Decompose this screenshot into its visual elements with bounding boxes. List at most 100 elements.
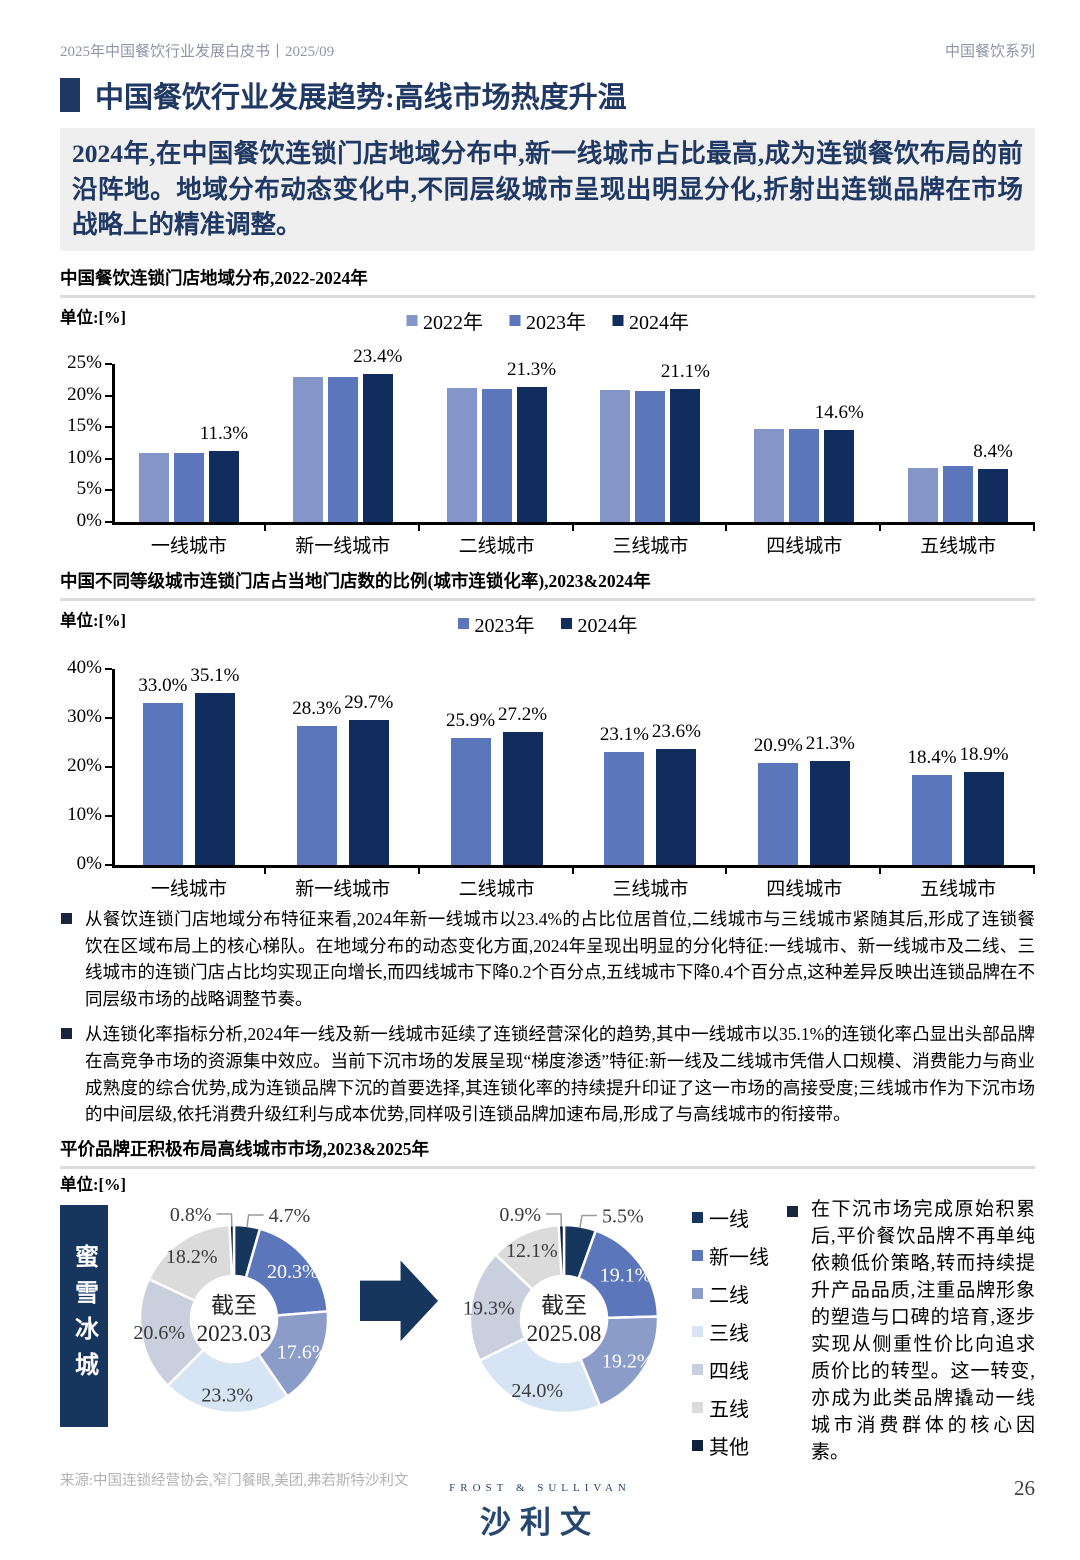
page-title: 中国餐饮行业发展趋势:高线市场热度升温 (95, 82, 627, 114)
bar-value-label: 21.3% (507, 359, 557, 381)
intro-highlight-box: 2024年,在中国餐饮连锁门店地域分布中,新一线城市占比最高,成为连锁餐饮布局的… (60, 128, 1035, 252)
donut-svg: 5.5% 19.1% 19.2% 24.0% 19.3% 12.1% 0.9% 截至 2025.… (463, 1204, 660, 1415)
y-tick-mark (105, 668, 112, 671)
bar-2024年-三线城市 (656, 749, 697, 866)
bar-2024年-四线城市 (824, 429, 855, 523)
donut-section: 平价品牌正积极布局高线城市市场,2023&2025年 单位:[%] 蜜雪冰城 4… (60, 1136, 1035, 1467)
donut-label: 23.3% (201, 1385, 253, 1407)
x-tick-mark (417, 865, 420, 875)
bullet-square-icon (787, 1205, 798, 1217)
chart2-bar-chart: 0% 10% 20% 30% 40% 一线城市 33.0% 35.1% 新一线城市 28.3% 29… (60, 637, 1035, 900)
donut-slice-三线 (478, 1336, 602, 1415)
bar-2024年-三线城市 (670, 388, 701, 523)
legend-swatch (612, 315, 623, 327)
legend-label: 2022年 (423, 312, 483, 335)
y-tick-mark (105, 717, 112, 720)
chart2-section: 中国不同等级城市连锁门店占当地门店数的比例(城市连锁化率),2023&2024年… (60, 568, 1035, 900)
donut-leader-line (546, 1213, 563, 1226)
x-category-label: 五线城市 (920, 879, 997, 901)
donut-section-title: 平价品牌正积极布局高线城市市场,2023&2025年 (60, 1138, 429, 1159)
y-tick-mark (105, 363, 112, 366)
y-tick-label: 20% (67, 755, 102, 777)
x-category-label: 新一线城市 (295, 536, 391, 558)
donut-label: 17.6% (277, 1341, 329, 1363)
bar-2022年-五线城市 (908, 467, 939, 523)
y-tick-mark (105, 864, 112, 867)
donut-label: 5.5% (602, 1205, 644, 1227)
donut-unit-row: 单位:[%] (60, 1171, 1035, 1195)
donut-chart-2023: 4.7% 20.3% 17.6% 23.3% 20.6% 18.2% 0.8% 截至 2023.… (114, 1195, 354, 1467)
bar-value-label: 21.1% (660, 360, 710, 382)
donut-slice-新一线 (244, 1227, 329, 1317)
donut-label: 19.1% (600, 1264, 652, 1286)
bullet-square-icon (61, 1028, 72, 1040)
x-tick-mark (725, 865, 728, 875)
donut-label: 18.2% (166, 1246, 218, 1268)
donut-svg: 4.7% 20.3% 17.6% 23.3% 20.6% 18.2% 0.8% 截至 2023.… (133, 1204, 330, 1415)
donut-unit-label: 单位:[%] (60, 1174, 126, 1194)
x-axis-line (112, 865, 1035, 868)
divider-line (60, 295, 1035, 299)
donut-legend: 一线 新一线 二线 三线 四线 五线 其他 (692, 1203, 778, 1467)
divider-line (60, 598, 1035, 602)
legend-item: 2024年 (560, 609, 638, 638)
bar-2023年-三线城市 (604, 751, 645, 866)
donut-label: 0.9% (499, 1204, 541, 1226)
y-tick-mark (105, 394, 112, 397)
page-header: 2025年中国餐饮行业发展白皮书丨2025/09 中国餐饮系列 (60, 40, 1035, 61)
bar-2024年-二线城市 (502, 731, 543, 866)
x-tick-mark (725, 522, 728, 532)
bullet-item: 从连锁化率指标分析,2024年一线及新一线城市延续了连锁经营深化的趋势,其中一线… (60, 1021, 1035, 1127)
x-tick-mark (263, 522, 266, 532)
legend-label: 二线 (709, 1284, 749, 1307)
y-tick-label: 10% (67, 804, 102, 826)
bar-value-label: 25.9% (446, 710, 496, 732)
x-category-label: 四线城市 (766, 536, 843, 558)
donut-slice-四线 (138, 1277, 205, 1387)
bar-2022年-新一线城市 (292, 376, 323, 523)
legend-item: 2023年 (457, 609, 535, 638)
bar-2023年-新一线城市 (296, 726, 337, 866)
bullet-text: 从餐饮连锁门店地域分布特征来看,2024年新一线城市以23.4%的占比位居首位,… (85, 909, 1035, 1009)
bar-2022年-四线城市 (754, 428, 785, 523)
donut-leader-line (579, 1214, 598, 1228)
x-tick-mark (879, 522, 882, 532)
legend-swatch (692, 1211, 703, 1223)
x-category-label: 四线城市 (766, 879, 843, 901)
legend-item: 2022年 (406, 306, 483, 335)
bar-value-label: 35.1% (190, 665, 240, 687)
donut-slice-其他 (557, 1223, 566, 1278)
bar-2023年-五线城市 (912, 774, 953, 866)
bar-2022年-三线城市 (600, 389, 631, 523)
chart2-title: 中国不同等级城市连锁门店占当地门店数的比例(城市连锁化率),2023&2024年 (60, 571, 651, 592)
y-tick-label: 5% (76, 478, 102, 500)
legend-item: 一线 (692, 1203, 778, 1232)
bar-2023年-五线城市 (943, 466, 974, 523)
donut-label: 2023.03 (197, 1321, 272, 1346)
legend-label: 2023年 (526, 312, 586, 335)
legend-swatch (406, 315, 417, 327)
legend-label: 五线 (709, 1398, 749, 1421)
bar-2024年-五线城市 (978, 468, 1009, 523)
mixue-brand-label: 蜜雪冰城 (70, 1243, 97, 1388)
y-tick-mark (105, 815, 112, 818)
donut-label: 19.2% (602, 1350, 654, 1372)
bar-2023年-四线城市 (789, 428, 820, 523)
bar-value-label: 28.3% (292, 698, 342, 720)
bar-value-label: 18.9% (959, 744, 1009, 766)
bar-2023年-四线城市 (758, 762, 799, 866)
legend-label: 三线 (709, 1322, 749, 1345)
legend-label: 新一线 (709, 1246, 769, 1269)
x-tick-mark (879, 865, 882, 875)
legend-swatch (692, 1401, 703, 1413)
bar-2024年-五线城市 (964, 772, 1005, 866)
donut-slice-三线 (166, 1348, 289, 1415)
legend-item: 四线 (692, 1355, 778, 1384)
bullet-square-icon (61, 913, 72, 925)
bar-2024年-二线城市 (516, 387, 547, 523)
legend-label: 2023年 (474, 615, 535, 638)
bar-2022年-二线城市 (446, 388, 477, 523)
y-tick-label: 40% (67, 657, 102, 679)
y-axis-line (112, 669, 115, 866)
bar-value-label: 14.6% (814, 401, 864, 423)
